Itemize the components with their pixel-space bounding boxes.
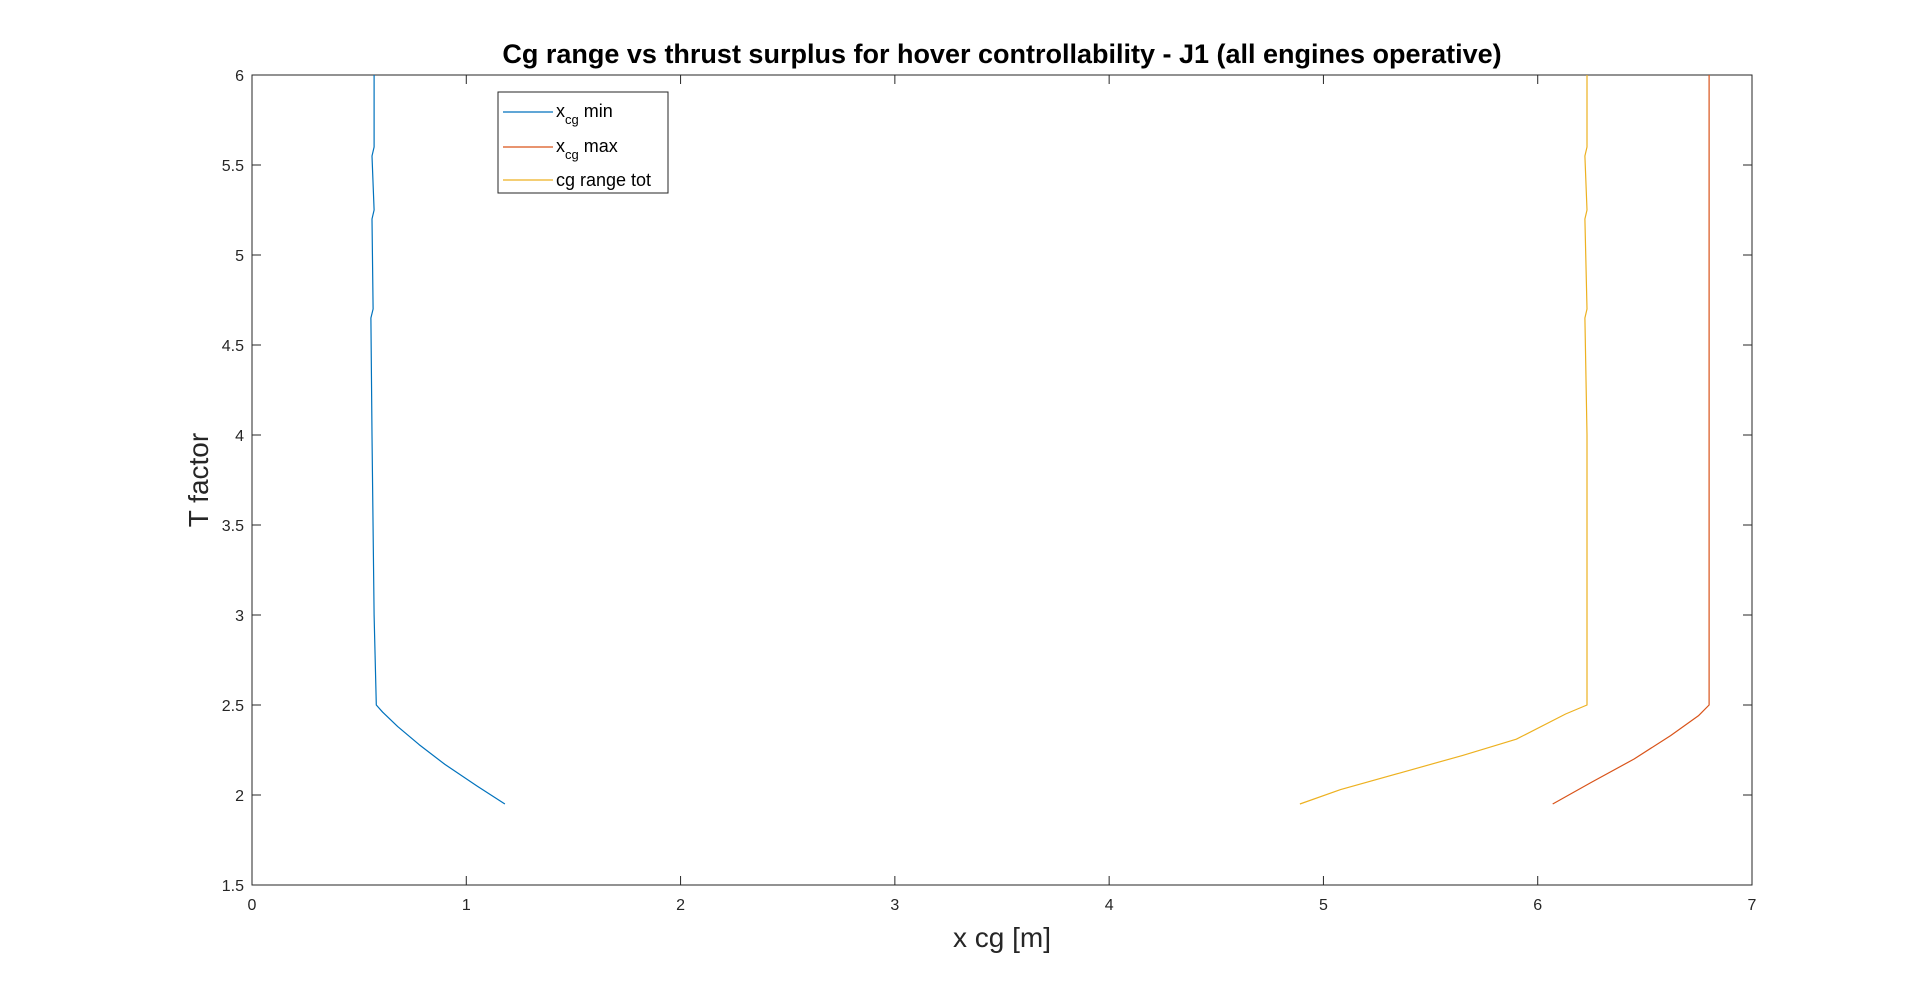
y-tick-label: 3 (235, 608, 244, 625)
legend: xcg min xcg max cg range tot (497, 91, 669, 194)
x-tick-label: 7 (1748, 897, 1757, 914)
x-tick-label: 6 (1533, 897, 1542, 914)
y-tick-label: 4.5 (222, 338, 244, 355)
y-axis-ticks: 1.5 2 2.5 3 3.5 4 4.5 5 5.5 6 (222, 68, 1752, 895)
x-tick-label: 0 (248, 897, 257, 914)
legend-entry-cg-range-tot: cg range tot (556, 170, 651, 190)
y-tick-label: 2 (235, 788, 244, 805)
series-line-xcg-min (370, 75, 506, 805)
legend-max-base: x (556, 136, 565, 156)
y-tick-label: 1.5 (222, 878, 244, 895)
x-tick-label: 3 (890, 897, 899, 914)
y-tick-label: 6 (235, 68, 244, 85)
legend-min-sub: cg (565, 112, 579, 127)
plot-area: 0 1 2 3 4 5 6 7 1.5 2 2.5 3 3.5 4 4.5 5 5.5 6 (222, 68, 1757, 914)
y-tick-label: 2.5 (222, 698, 244, 715)
x-tick-label: 5 (1319, 897, 1328, 914)
legend-entry-xcg-min: xcg min (556, 101, 613, 127)
y-axis-label: T factor (183, 433, 214, 527)
x-axis-label: x cg [m] (953, 922, 1051, 953)
series-lines (370, 75, 1710, 805)
y-tick-label: 5.5 (222, 158, 244, 175)
series-line-xcg-max (1552, 75, 1710, 805)
y-tick-label: 5 (235, 248, 244, 265)
legend-max-rest: max (579, 136, 618, 156)
legend-entry-xcg-max: xcg max (556, 136, 618, 162)
chart-title: Cg range vs thrust surplus for hover con… (502, 39, 1501, 69)
legend-max-sub: cg (565, 147, 579, 162)
x-tick-label: 2 (676, 897, 685, 914)
legend-box (497, 91, 669, 194)
series-line-cg-range-tot (1299, 75, 1588, 805)
y-tick-label: 4 (235, 428, 244, 445)
x-axis-ticks: 0 1 2 3 4 5 6 7 (248, 75, 1757, 914)
axes-box (251, 74, 1753, 886)
x-tick-label: 4 (1105, 897, 1114, 914)
legend-min-rest: min (579, 101, 613, 121)
y-tick-label: 3.5 (222, 518, 244, 535)
legend-min-base: x (556, 101, 565, 121)
x-tick-label: 1 (462, 897, 471, 914)
